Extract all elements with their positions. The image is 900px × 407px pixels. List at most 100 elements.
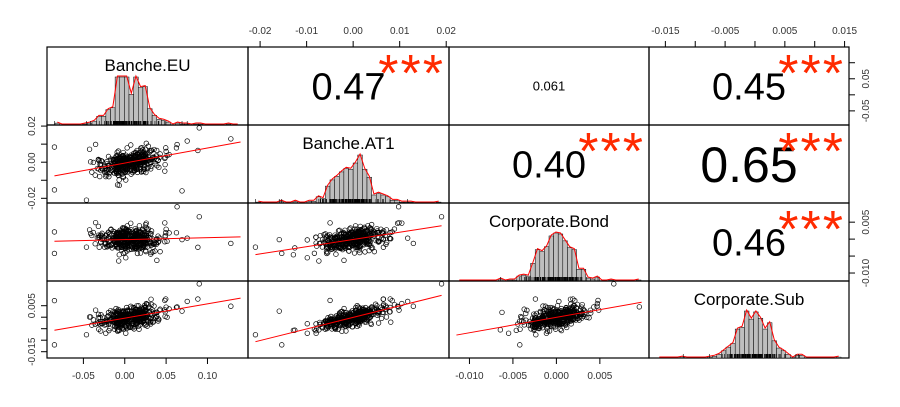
scatter-point <box>560 309 566 315</box>
scatter-point <box>112 243 118 250</box>
tick-label: -0.02 <box>27 186 38 209</box>
histogram-bar <box>128 94 134 126</box>
scatter-point <box>348 318 354 324</box>
scatter-point <box>374 225 380 232</box>
scatter-point <box>517 326 523 332</box>
scatter-point <box>371 249 378 255</box>
scatter-point <box>329 321 335 327</box>
scatter-point <box>130 318 136 325</box>
scatter-point <box>174 204 180 210</box>
scatter-point <box>544 328 551 334</box>
scatter-point <box>587 307 594 313</box>
scatter-point <box>330 318 336 324</box>
scatter-point <box>128 220 134 226</box>
density-line <box>659 308 839 358</box>
scatter-point <box>150 244 156 250</box>
axes: -0.02 -0.01 0.00 0.01 0.02 -0.015 -0.005 0.005 0… <box>27 26 872 382</box>
scatter-point <box>148 296 154 302</box>
scatter-point <box>114 182 121 188</box>
scatter-point <box>145 301 151 308</box>
scatter-point <box>348 241 354 247</box>
scatter-point <box>388 319 394 325</box>
scatter-point <box>119 163 126 170</box>
scatter-point <box>557 326 563 332</box>
variable-label: Corporate.Sub <box>694 290 805 309</box>
scatter-point <box>136 326 142 332</box>
scatter-point <box>343 236 349 242</box>
scatter-point <box>143 169 149 176</box>
scatter-point <box>155 315 161 322</box>
histogram-bar <box>707 356 713 359</box>
scatter-point <box>86 314 93 320</box>
scatter-point <box>134 318 140 324</box>
scatter-point <box>133 152 139 159</box>
scatter-point <box>174 141 180 148</box>
scatter-point <box>335 238 341 244</box>
scatter-point <box>553 311 559 318</box>
scatter-point <box>86 227 93 233</box>
smooth-fit-line <box>456 301 642 336</box>
scatter-point <box>355 321 362 327</box>
scatter-point <box>354 303 360 309</box>
tick-label: 0.005 <box>587 371 612 382</box>
histogram-bar <box>352 162 358 204</box>
scatter-point <box>123 330 129 336</box>
scatter-point <box>344 319 350 325</box>
scatter-point <box>387 296 393 302</box>
scatter-point <box>410 240 416 247</box>
scatter-point <box>155 157 161 164</box>
scatter-point <box>148 166 154 172</box>
scatter-point <box>126 319 132 325</box>
scatter-point <box>51 187 58 193</box>
scatter-point <box>336 243 342 250</box>
smooth-fit-line <box>255 225 442 256</box>
scatter-point <box>98 328 104 334</box>
scatter-point <box>163 230 169 236</box>
histogram-bar <box>339 171 345 204</box>
scatter-point <box>339 233 345 240</box>
tick-label: -0.05 <box>72 371 95 382</box>
scatter-point <box>228 136 234 142</box>
scatter-point <box>103 330 109 336</box>
panel-Corporate.Bond-Banche.AT1 <box>247 202 450 282</box>
scatter-point <box>92 219 99 226</box>
panel-Banche.EU-Corporate.Sub: 0.45*** <box>648 45 850 126</box>
tick-label: 0.015 <box>832 26 857 37</box>
scatter-point <box>95 311 102 317</box>
histogram-bar <box>557 233 564 282</box>
panel-Banche.EU-Corporate.Bond: 0.061 <box>448 46 650 126</box>
significance-stars: *** <box>778 201 845 259</box>
scatter-point <box>380 296 387 302</box>
scatter-point <box>228 303 234 309</box>
scatter-point <box>151 303 157 309</box>
tick-label: -0.010 <box>861 258 872 287</box>
histogram-bar <box>343 168 349 204</box>
scatter-point <box>324 325 330 332</box>
scatter-point <box>196 281 202 287</box>
scatter-point <box>141 303 148 309</box>
scatter-point <box>133 309 139 315</box>
scatter-point <box>304 321 310 327</box>
scatter-point <box>124 307 131 313</box>
scatter-point <box>83 197 90 203</box>
scatter-point <box>162 220 168 226</box>
variable-label: Corporate.Bond <box>489 212 609 231</box>
scatter-point <box>586 315 592 321</box>
scatter-point <box>156 316 162 323</box>
scatter-point <box>173 230 180 236</box>
scatter-point <box>356 247 362 253</box>
scatter-point <box>636 304 642 310</box>
histogram-bar <box>371 194 377 204</box>
histogram-bar <box>739 327 745 359</box>
scatter-point <box>554 303 561 309</box>
scatter-point <box>162 297 168 304</box>
scatter-point <box>558 327 565 334</box>
scatter-point <box>127 154 133 160</box>
tick-label: 0.02 <box>27 116 38 136</box>
histogram-bar <box>716 354 722 359</box>
scatter-point <box>119 233 126 240</box>
scatter-point <box>114 149 120 155</box>
scatter-point <box>366 247 372 254</box>
scatter-point <box>322 318 329 324</box>
